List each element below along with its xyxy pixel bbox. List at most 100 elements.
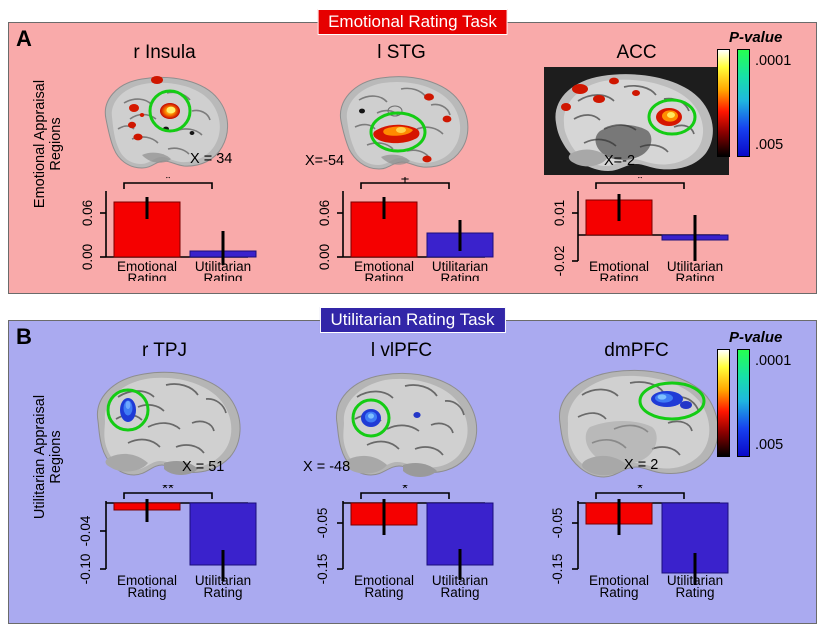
bar-chart-l-vlpfc: * -0.05 -0.15 Emotional Rating Utilitari… [299, 485, 505, 601]
brain-slice-r-insula [104, 76, 228, 169]
significance-marker-acc: * [637, 177, 643, 187]
x-label-emotional-line2-l-vlpfc: Rating [364, 585, 403, 600]
x-label-emotional-l-vlpfc: Emotional [353, 573, 413, 588]
x-label-utilitarian-r-tpj: Utilitarian [194, 573, 250, 588]
y-tick-lower-l-vlpfc: -0.15 [315, 554, 330, 585]
legend-title-b: P-value [729, 329, 783, 346]
column-acc: ACC [529, 41, 744, 281]
significance-marker-l-vlpfc: * [402, 485, 408, 497]
x-label-emotional-acc: Emotional [588, 259, 648, 274]
x-label-utilitarian-line2-r-tpj: Rating [203, 585, 242, 600]
column-l-stg: l STG [294, 41, 509, 281]
brain-slice-dmpfc [559, 369, 719, 478]
roi-title-acc: ACC [616, 42, 657, 63]
x-label-utilitarian-line2-l-vlpfc: Rating [440, 585, 479, 600]
y-tick-upper-l-vlpfc: -0.05 [315, 508, 330, 539]
x-label-emotional-dmpfc: Emotional [588, 573, 648, 588]
y-tick-lower-acc: -0.02 [552, 246, 567, 277]
panel-b-banner: Utilitarian Rating Task [319, 307, 506, 333]
x-coord-l-stg: X=-54 [305, 153, 345, 169]
brain-image-acc: X=-2 [544, 67, 729, 175]
bar-chart-dmpfc: * -0.05 -0.15 Emotional Rating Utilitari… [534, 485, 740, 601]
panel-a-side-label-line1: Emotional Appraisal [32, 79, 48, 209]
x-coord-r-tpj: X = 51 [182, 459, 225, 475]
x-label-emotional-line2-r-insula: Rating [127, 271, 166, 281]
panel-b: B Utilitarian Appraisal Regions Utilitar… [8, 307, 817, 624]
column-r-insula: r Insula [57, 41, 272, 281]
x-label-emotional-r-insula: Emotional [116, 259, 176, 274]
brain-slice-r-tpj [96, 371, 241, 476]
x-label-utilitarian-l-vlpfc: Utilitarian [431, 573, 487, 588]
brain-image-l-stg: X=-54 [305, 67, 494, 175]
colorbar-cool-b [737, 349, 750, 457]
x-label-utilitarian-l-stg: Utilitarian [431, 259, 487, 274]
colorbar-hot-b [717, 349, 730, 457]
x-label-emotional-r-tpj: Emotional [116, 573, 176, 588]
roi-title-l-vlpfc: l vlPFC [370, 340, 433, 361]
significance-marker-r-tpj: ** [162, 485, 174, 497]
y-tick-lower-dmpfc: -0.15 [550, 554, 565, 585]
brain-image-dmpfc: X = 2 [544, 365, 729, 483]
x-coord-dmpfc: X = 2 [624, 457, 659, 473]
significance-marker-dmpfc: * [637, 485, 643, 497]
roi-title-r-tpj: r TPJ [141, 340, 188, 361]
y-tick-upper-r-insula: 0.06 [80, 200, 95, 226]
brain-image-r-insula: X = 34 [72, 67, 257, 175]
x-label-emotional-line2-r-tpj: Rating [127, 585, 166, 600]
y-tick-lower-r-tpj: -0.10 [78, 554, 93, 585]
brain-slice-acc [544, 67, 729, 175]
x-label-emotional-line2-l-stg: Rating [364, 271, 403, 281]
column-r-tpj: r TPJ [57, 339, 272, 601]
legend-bottom-tick-b: .005 [755, 437, 784, 453]
colorbar-legend-a: P-value .0001 .005 [715, 29, 811, 159]
x-label-utilitarian-acc: Utilitarian [666, 259, 722, 274]
x-label-emotional-line2-acc: Rating [599, 271, 638, 281]
significance-marker-l-stg: + [400, 177, 409, 188]
column-dmpfc: dmPFC [529, 339, 744, 601]
x-label-emotional-line2-dmpfc: Rating [599, 585, 638, 600]
roi-title-r-insula: r Insula [133, 42, 196, 63]
x-label-utilitarian-line2-l-stg: Rating [440, 271, 479, 281]
brain-slice-l-stg [339, 76, 469, 170]
legend-title-a: P-value [729, 29, 783, 46]
column-l-vlpfc: l vlPFC [294, 339, 509, 601]
x-label-utilitarian-line2-r-insula: Rating [203, 271, 242, 281]
legend-bottom-tick-a: .005 [755, 137, 784, 153]
x-coord-r-insula: X = 34 [190, 151, 233, 167]
colorbar-cool-a [737, 49, 750, 157]
roi-title-dmpfc: dmPFC [604, 340, 669, 361]
y-tick-lower-l-stg: 0.00 [317, 244, 332, 270]
x-label-utilitarian-dmpfc: Utilitarian [666, 573, 722, 588]
x-label-utilitarian-r-insula: Utilitarian [194, 259, 250, 274]
y-tick-upper-r-tpj: -0.04 [78, 515, 93, 546]
brain-image-r-tpj: X = 51 [72, 365, 257, 483]
x-label-emotional-l-stg: Emotional [353, 259, 413, 274]
bar-chart-r-insula: * 0.06 0.00 Emotional Rating [62, 177, 268, 281]
y-tick-upper-l-stg: 0.06 [317, 200, 332, 226]
y-tick-upper-acc: 0.01 [552, 200, 567, 226]
x-coord-l-vlpfc: X = -48 [303, 459, 351, 475]
brain-image-l-vlpfc: X = -48 [303, 365, 494, 483]
significance-bracket [122, 182, 213, 189]
y-tick-lower-r-insula: 0.00 [80, 244, 95, 270]
legend-top-tick-b: .0001 [755, 353, 792, 369]
colorbars-a: .0001 .005 [715, 49, 811, 159]
legend-top-tick-a: .0001 [755, 53, 792, 69]
panel-b-letter: B [16, 324, 32, 349]
panel-a-letter: A [16, 26, 32, 51]
colorbar-hot-a [717, 49, 730, 157]
bar-chart-acc: * 0.01 -0.02 Emotional Rating Utilitaria… [534, 177, 740, 281]
panel-a: A Emotional Appraisal Regions Emotional … [8, 9, 817, 294]
colorbars-b: .0001 .005 [715, 349, 811, 459]
x-coord-acc: X=-2 [604, 153, 636, 169]
bar-chart-l-stg: + 0.06 0.00 Emotional Rating Utilitarian… [299, 177, 505, 281]
bar-chart-r-tpj: ** -0.04 -0.10 Emotional Rating Utilitar… [62, 485, 268, 601]
panel-b-side-label-line1: Utilitarian Appraisal [32, 394, 48, 520]
roi-title-l-stg: l STG [377, 42, 426, 63]
x-label-utilitarian-line2-acc: Rating [675, 271, 714, 281]
x-label-utilitarian-line2-dmpfc: Rating [675, 585, 714, 600]
significance-marker-r-insula: * [165, 177, 171, 187]
colorbar-legend-b: P-value .0001 .005 [715, 329, 811, 459]
panel-a-banner: Emotional Rating Task [317, 9, 508, 35]
